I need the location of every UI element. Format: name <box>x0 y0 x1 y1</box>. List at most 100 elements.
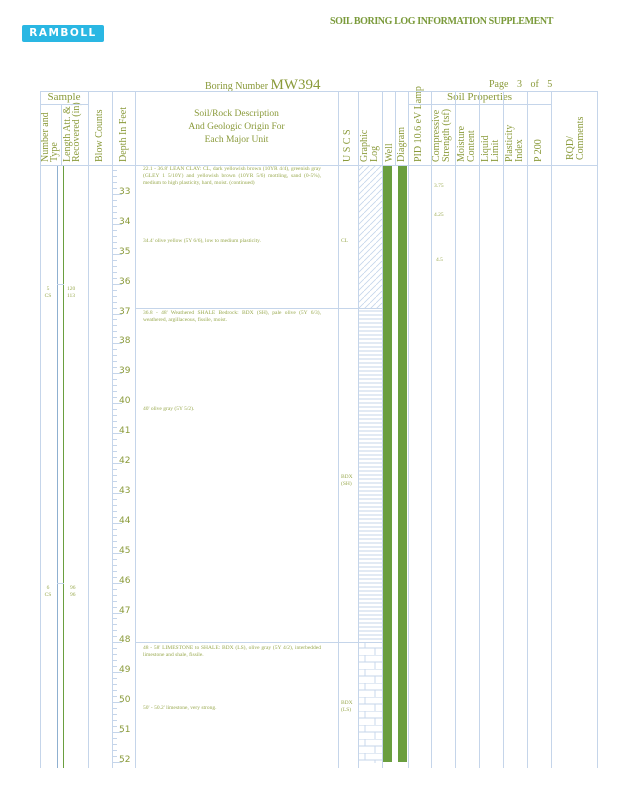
depth-major-tick <box>112 433 122 434</box>
grid-line <box>358 91 359 768</box>
grid-line <box>61 104 62 165</box>
depth-minor-tick <box>112 469 117 470</box>
sample-type: CS <box>44 592 52 598</box>
depth-minor-tick <box>112 714 117 715</box>
depth-minor-tick <box>112 744 117 745</box>
depth-label: 49 <box>119 665 131 675</box>
unit-description: 22.1 - 36.8' LEAN CLAY: CL, dark yellowi… <box>143 166 321 186</box>
depth-minor-tick <box>112 337 117 338</box>
compressive-value: 4.25 <box>434 212 444 218</box>
depth-label: 40 <box>119 396 131 406</box>
depth-minor-tick <box>112 487 117 488</box>
depth-minor-tick <box>112 648 117 649</box>
page-label: Page <box>489 79 509 90</box>
depth-minor-tick <box>112 331 117 332</box>
depth-label: 51 <box>119 725 131 735</box>
depth-label: 42 <box>119 456 131 466</box>
depth-minor-tick <box>112 206 117 207</box>
liquid-header: Liquid Limit <box>480 135 501 162</box>
depth-label: 45 <box>119 546 131 556</box>
uscs-code: BDX (SH) <box>341 474 353 487</box>
depth-minor-tick <box>112 391 117 392</box>
depth-major-tick <box>112 583 122 584</box>
grid-line <box>40 91 41 768</box>
depth-minor-tick <box>112 541 117 542</box>
depth-minor-tick <box>112 607 117 608</box>
grid-line <box>551 91 552 768</box>
sample-length: 96 96 <box>70 585 76 599</box>
depth-major-tick <box>112 254 122 255</box>
grid-line <box>135 91 136 768</box>
depth-minor-tick <box>112 666 117 667</box>
page-of: of <box>530 79 539 90</box>
depth-major-tick <box>112 642 122 643</box>
sample-number: 5 <box>46 286 50 292</box>
page-indicator: Page 3 of 5 <box>489 79 552 90</box>
shale-pattern <box>358 308 382 643</box>
depth-minor-tick <box>112 319 117 320</box>
depth-major-tick <box>112 463 122 464</box>
boring-number: Boring Number MW394 <box>205 77 321 94</box>
depth-major-tick <box>112 762 122 763</box>
number-type-header: Number and Type <box>40 112 60 162</box>
document-title: SOIL BORING LOG INFORMATION SUPPLEMENT <box>330 16 553 27</box>
depth-minor-tick <box>112 505 117 506</box>
depth-minor-tick <box>112 451 117 452</box>
grid-line <box>40 104 88 105</box>
depth-major-tick <box>112 373 122 374</box>
grid-line <box>338 91 339 768</box>
page-total: 5 <box>547 79 553 90</box>
depth-minor-tick <box>112 296 117 297</box>
depth-label: 37 <box>119 307 131 317</box>
grid-line <box>527 91 528 768</box>
sample-recovered: 113 <box>67 293 76 299</box>
depth-major-tick <box>112 224 122 225</box>
depth-major-tick <box>112 194 122 195</box>
grid-line <box>431 91 432 768</box>
depth-minor-tick <box>112 595 117 596</box>
page-current: 3 <box>516 79 522 90</box>
description-header: Soil/Rock Description And Geologic Origi… <box>135 108 338 147</box>
depth-major-tick <box>112 314 122 315</box>
sample-header: Sample <box>47 91 81 103</box>
depth-minor-tick <box>112 248 117 249</box>
sample-number-type: 5 CS <box>43 286 53 300</box>
depth-label: 38 <box>119 336 131 346</box>
depth-minor-tick <box>112 654 117 655</box>
depth-minor-tick <box>112 236 117 237</box>
depth-minor-tick <box>112 218 117 219</box>
boring-id: MW394 <box>270 77 321 93</box>
depth-minor-tick <box>112 188 117 189</box>
length-header: Length Att. & Recovered (in) <box>62 102 82 162</box>
depth-minor-tick <box>112 445 117 446</box>
depth-minor-tick <box>112 290 117 291</box>
limestone-pattern <box>358 643 382 763</box>
depth-minor-tick <box>112 750 117 751</box>
depth-minor-tick <box>112 200 117 201</box>
compressive-value: 3.75 <box>434 183 444 189</box>
sample-number-type: 6 CS <box>43 585 53 599</box>
depth-minor-tick <box>112 690 117 691</box>
depth-major-tick <box>112 613 122 614</box>
grid-line <box>395 91 396 165</box>
unit-description: 48 - 58' LIMESTONE to SHALE: BDX (LS), o… <box>143 645 321 658</box>
depth-minor-tick <box>112 397 117 398</box>
grid-line <box>408 91 409 768</box>
depth-label: 52 <box>119 755 131 765</box>
depth-label: 41 <box>119 426 131 436</box>
depth-minor-tick <box>112 409 117 410</box>
depth-label: 36 <box>119 277 131 287</box>
grid-line <box>112 91 113 768</box>
unit-subdescription: 34.4' olive yellow (5Y 6/6), low to medi… <box>143 238 261 244</box>
sample-interval-line <box>57 165 58 768</box>
grid-line <box>40 165 597 166</box>
depth-minor-tick <box>112 385 117 386</box>
depth-label: 47 <box>119 606 131 616</box>
depth-header: Depth In Feet <box>118 107 129 162</box>
depth-major-tick <box>112 523 122 524</box>
depth-minor-tick <box>112 361 117 362</box>
depth-major-tick <box>112 672 122 673</box>
depth-minor-tick <box>112 535 117 536</box>
depth-minor-tick <box>112 272 117 273</box>
grid-line <box>382 91 383 768</box>
